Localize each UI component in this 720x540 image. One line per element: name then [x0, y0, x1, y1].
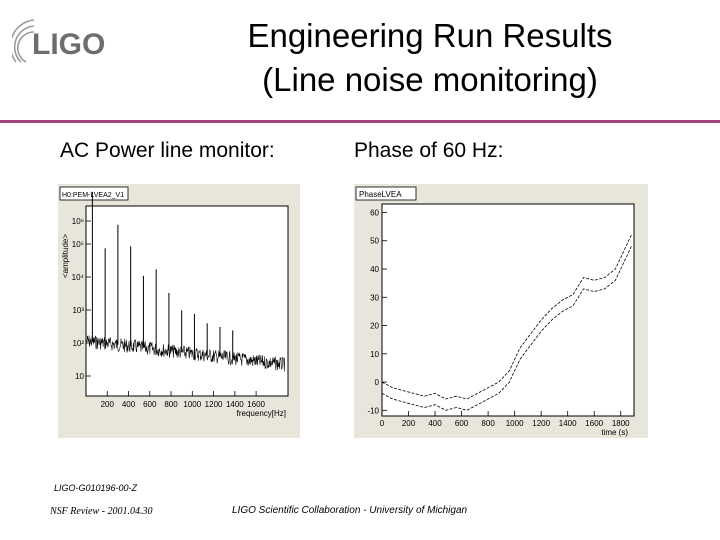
spectrum-x-tick-label: 600 — [143, 400, 157, 409]
spectrum-y-tick-label: 10⁵ — [72, 240, 84, 249]
spectrum-x-label: frequency[Hz] — [237, 409, 286, 418]
spectrum-title-box — [59, 186, 129, 201]
phase-frame — [381, 203, 635, 417]
phase-x-label: time (s) — [601, 428, 628, 437]
ligo-logo-arcs — [9, 19, 35, 63]
spectrum-x-tick-label: 800 — [164, 400, 178, 409]
spectrum-y-tick-label: 10⁴ — [72, 273, 85, 282]
spectrum-x-tick-label: 1400 — [226, 400, 244, 409]
spectrum-x-tick-label: 400 — [122, 400, 136, 409]
footer-review: NSF Review - 2001.04.30 — [50, 506, 153, 517]
phase-x-tick-label: 1200 — [532, 419, 550, 428]
slide-title-line-1: Engineering Run Results — [247, 17, 613, 54]
title-divider — [0, 120, 720, 123]
spectrum-x-tick-label: 1600 — [247, 400, 265, 409]
spectrum-plot: H0:PEM-LVEA2_V1 200 400 600 800 1000 1200 1400 1… — [58, 184, 300, 438]
phase-y-tick-label: 10 — [370, 350, 379, 359]
spectrum-x-tick-label: 1000 — [183, 400, 201, 409]
spectrum-y-tick-label: 10³ — [72, 306, 84, 315]
right-heading: Phase of 60 Hz: — [354, 139, 504, 162]
phase-series-line-1 — [381, 234, 632, 400]
spectrum-x-tick-label: 1200 — [205, 400, 223, 409]
left-heading: AC Power line monitor: — [60, 139, 275, 162]
spectrum-y-tick-label: 10² — [72, 339, 84, 348]
phase-y-tick-label: 30 — [370, 293, 379, 302]
phase-x-tick-label: 0 — [380, 419, 385, 428]
phase-y-tick-label: 60 — [370, 208, 379, 217]
phase-y-tick-label: -10 — [367, 406, 379, 415]
phase-y-tick-label: 0 — [375, 378, 380, 387]
spectrum-title: H0:PEM-LVEA2_V1 — [62, 192, 124, 199]
phase-y-tick-label: 40 — [370, 265, 379, 274]
phase-x-tick-label: 800 — [481, 419, 495, 428]
phase-series-line-2 — [381, 246, 632, 411]
phase-x-tick-label: 1000 — [506, 419, 524, 428]
spectrum-frame — [85, 205, 289, 397]
phase-title: PhaseLVEA — [359, 190, 402, 199]
spectrum-noise-trace — [86, 335, 285, 372]
phase-x-tick-label: 200 — [402, 419, 416, 428]
phase-x-tick-label: 600 — [455, 419, 469, 428]
phase-x-tick-label: 1800 — [612, 419, 630, 428]
spectrum-y-label: <amplitude> — [61, 234, 70, 278]
spectrum-y-tick-label: 10⁶ — [72, 217, 84, 226]
ligo-logo — [9, 14, 112, 64]
phase-y-tick-label: 20 — [370, 322, 379, 331]
phase-title-box — [355, 186, 417, 201]
footer-collaboration: LIGO Scientific Collaboration - Universi… — [232, 505, 468, 516]
logo-text: LIGO — [32, 28, 106, 61]
phase-x-tick-label: 1600 — [585, 419, 603, 428]
phase-x-tick-label: 400 — [428, 419, 442, 428]
phase-x-tick-label: 1400 — [559, 419, 577, 428]
slide-title-line-2: (Line noise monitoring) — [262, 61, 598, 98]
spectrum-x-tick-label: 200 — [101, 400, 115, 409]
document-id: LIGO-G010196-00-Z — [54, 483, 138, 493]
phase-plot: PhaseLVEA 0 200 400 600 800 1000 1200 1400 1600 18… — [354, 184, 648, 438]
spectrum-y-tick-label: 10 — [75, 372, 84, 381]
phase-y-tick-label: 50 — [370, 237, 379, 246]
